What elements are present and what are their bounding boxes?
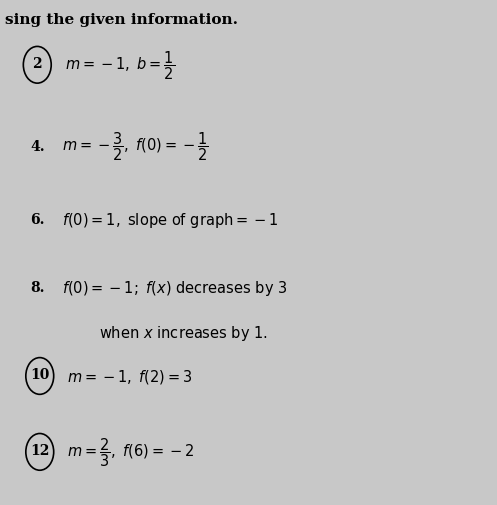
Text: sing the given information.: sing the given information. [5,13,238,27]
Text: 12: 12 [30,443,49,458]
Text: 6.: 6. [30,213,45,227]
Text: $\mathrm{when}\ x\ \mathrm{increases\ by\ 1.}$: $\mathrm{when}\ x\ \mathrm{increases\ by… [99,324,268,343]
Text: $m = -\dfrac{3}{2},\ f(0) = -\dfrac{1}{2}$: $m = -\dfrac{3}{2},\ f(0) = -\dfrac{1}{2… [62,130,209,163]
Text: $m = -1,\ b = \dfrac{1}{2}$: $m = -1,\ b = \dfrac{1}{2}$ [65,49,175,82]
Text: $m = \dfrac{2}{3},\ f(6) = -2$: $m = \dfrac{2}{3},\ f(6) = -2$ [67,436,194,468]
Text: 10: 10 [30,368,49,382]
Text: $m = -1,\ f(2) = 3$: $m = -1,\ f(2) = 3$ [67,367,193,385]
Text: $f(0) = 1,\ \mathrm{slope\ of\ graph} = -1$: $f(0) = 1,\ \mathrm{slope\ of\ graph} = … [62,210,279,229]
Text: $f(0) = -1;\ f(x)\ \mathrm{decreases\ by\ 3}$: $f(0) = -1;\ f(x)\ \mathrm{decreases\ by… [62,278,288,297]
Text: 8.: 8. [30,281,45,295]
Text: 2: 2 [32,57,42,71]
Text: 4.: 4. [30,139,45,154]
